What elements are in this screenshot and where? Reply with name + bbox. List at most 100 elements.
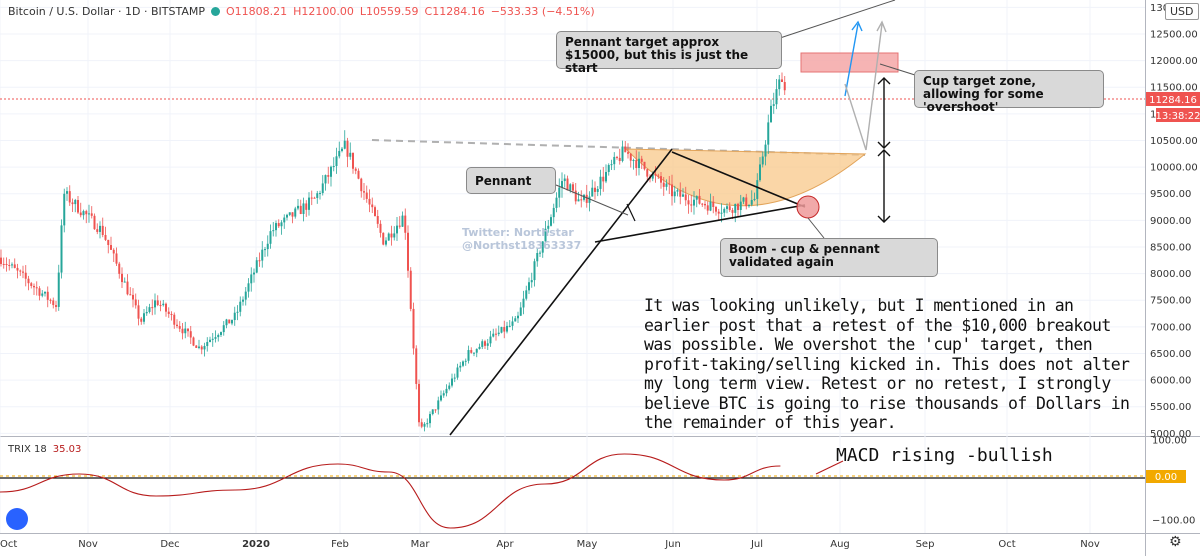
candle-body [68,191,71,203]
candle-body [706,205,709,211]
candle-body [473,352,475,354]
ohlc-high: H12100.00 [293,5,354,18]
price-tick-label: 12500.00 [1150,29,1198,40]
candle-body [35,287,38,289]
time-tick-label: Nov [1080,539,1100,550]
boom-callout[interactable]: Boom - cup & pennant validated again [720,238,938,277]
pennant-callout[interactable]: Pennant [466,167,556,194]
last-price-text: 11284.16 [1149,95,1197,106]
candle-body [231,320,233,324]
candle-body [646,169,649,177]
candle-body [134,299,137,306]
candle-body [283,217,286,223]
price-tick-label: 8000.00 [1150,269,1191,280]
candle-body [209,339,211,342]
candle-body [484,341,486,346]
candle-body [462,361,464,366]
candle-body [13,264,16,268]
candle-body [349,152,352,157]
trix-legend: TRIX 18 35.03 [8,444,81,455]
trix-value-tag: 0.00 [1146,470,1186,483]
time-axis[interactable]: Oct Nov Dec 2020 Feb Mar Apr May Jun Jul Aug Sep Oct… [0,539,1100,550]
candle-body [704,203,706,206]
candle-body [635,160,638,169]
candle-body [60,225,63,273]
candle-body [401,215,404,227]
candle-body [764,144,767,157]
candle-body [550,217,552,226]
candle-body [220,332,222,335]
candle-body [580,199,583,201]
time-tick-label: Jul [750,539,763,550]
candle-body [222,325,225,333]
candle-body [517,315,519,319]
candle-body [192,337,195,346]
candle-body [522,298,525,308]
trix-axis: 100.00 −100.00 [1152,436,1195,527]
candle-body [107,239,110,246]
candle-body [2,263,5,265]
candle-body [335,156,338,167]
candle-body [151,307,154,309]
time-tick-label: Oct [998,539,1015,550]
candle-body [387,233,390,241]
candle-body [533,261,536,281]
candle-body [55,305,57,307]
candle-body [519,307,522,316]
candle-body [38,288,41,296]
candle-body [16,267,19,271]
watermark-line-2: @Northst18363337 [462,239,582,252]
candle-body [357,170,360,179]
candle-body [11,264,13,266]
candle-body [338,150,341,157]
candle-body [123,281,126,283]
candle-body [27,278,30,284]
candle-body [423,423,426,427]
price-tick-label: 6000.00 [1150,376,1191,387]
candle-body [272,230,275,232]
symbol-header: Bitcoin / U.S. Dollar · 1D · BITSTAMP O1… [8,5,595,18]
candle-body [277,223,280,227]
candle-body [715,206,717,212]
candle-body [305,203,308,210]
candle-body [52,300,55,306]
candle-body [341,148,343,151]
pennant-target-callout[interactable]: Pennant target approx $15000, but this i… [556,31,782,75]
candle-body [137,305,140,319]
candle-body [148,307,151,312]
candle-body [46,291,49,300]
candle-body [467,350,470,361]
candle-body [310,197,313,199]
candle-body [407,232,409,271]
candle-body [332,166,335,168]
currency-button[interactable]: USD [1165,3,1199,20]
candle-body [475,348,478,353]
candle-body [49,299,52,301]
tradingview-logo-icon[interactable] [6,508,28,530]
candle-body [629,153,632,161]
candle-body [297,205,299,209]
candle-body [610,164,613,166]
gear-icon[interactable]: ⚙ [1169,534,1182,550]
candle-body [734,203,737,213]
candle-body [500,327,503,333]
cup-target-callout[interactable]: Cup target zone, allowing for some 'over… [914,70,1104,114]
candle-body [198,346,200,348]
price-tick-label: 8500.00 [1150,242,1191,253]
candle-body [772,104,775,106]
symbol-name[interactable]: Bitcoin / U.S. Dollar · 1D · BITSTAMP [8,5,205,18]
candle-body [170,313,173,315]
candle-body [728,206,731,211]
price-axis[interactable]: 13000.0012500.0012000.0011500.0011000.00… [1150,3,1198,440]
candle-body [228,319,231,324]
candle-body [93,215,96,230]
candle-body [244,291,247,300]
candle-body [684,194,687,201]
candle-body [596,188,599,192]
candle-body [574,190,577,202]
time-tick-label: Sep [916,539,935,550]
candle-body [0,257,2,264]
candle-body [442,393,445,396]
candle-body [781,79,783,83]
